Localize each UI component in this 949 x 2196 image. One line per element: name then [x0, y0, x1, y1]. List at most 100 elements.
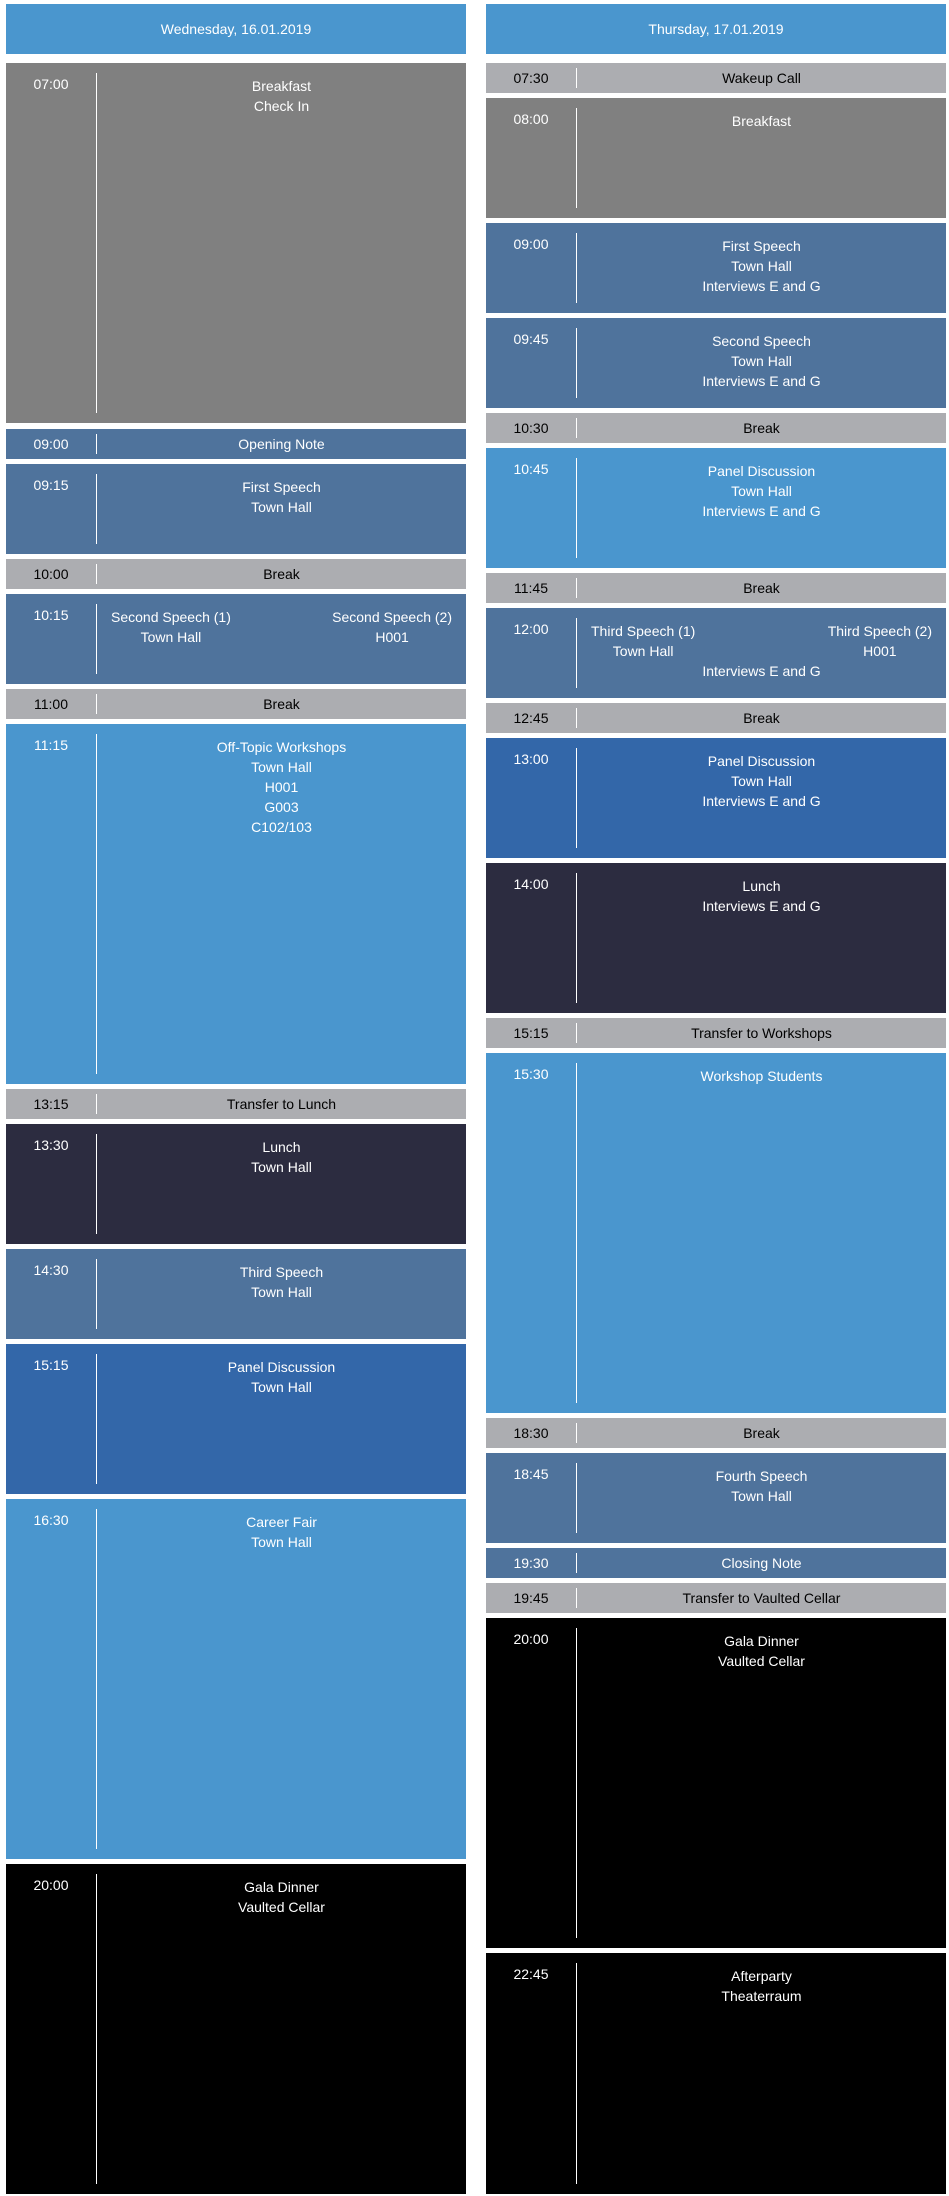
event-title: Third Speech (1) [591, 623, 696, 639]
divider-line [96, 604, 97, 674]
divider-line [96, 734, 97, 1074]
event-title: Break [743, 580, 780, 596]
event-third-speech[interactable]: 12:00 Third Speech (1) Town Hall Third S… [486, 608, 946, 698]
event-title: Panel Discussion [227, 1359, 336, 1375]
event-break[interactable]: 10:00 Break [6, 559, 466, 589]
event-career-fair[interactable]: 16:30 Career Fair Town Hall [6, 1499, 466, 1859]
event-content: First Speech Town Hall [97, 464, 466, 517]
divider-line [96, 1509, 97, 1849]
event-title: Break [263, 696, 300, 712]
event-title: Second Speech (2) [332, 609, 452, 625]
event-first-speech[interactable]: 09:00 First Speech Town Hall Interviews … [486, 223, 946, 313]
event-break[interactable]: 10:30 Break [486, 413, 946, 443]
event-content: Career Fair Town Hall [97, 1499, 466, 1552]
event-first-speech[interactable]: 09:15 First Speech Town Hall [6, 464, 466, 554]
event-time: 19:45 [513, 1590, 549, 1606]
event-location: Interviews E and G [702, 503, 821, 519]
event-location: Interviews E and G [702, 898, 821, 914]
event-content: Panel Discussion Town Hall Interviews E … [577, 738, 946, 811]
event-time: 10:45 [513, 461, 549, 477]
event-location: Town Hall [251, 1379, 312, 1395]
event-gala-dinner[interactable]: 20:00 Gala Dinner Vaulted Cellar [486, 1618, 946, 1948]
day-header: Thursday, 17.01.2019 [486, 4, 946, 54]
event-title: Second Speech [712, 333, 811, 349]
event-location: Check In [253, 98, 310, 114]
event-title: Opening Note [238, 436, 325, 452]
event-workshop-students[interactable]: 15:30 Workshop Students [486, 1053, 946, 1413]
divider-line [96, 1259, 97, 1329]
event-time: 15:30 [513, 1066, 549, 1082]
divider-line [576, 1463, 577, 1533]
event-title: Breakfast [731, 113, 792, 129]
event-panel-discussion[interactable]: 10:45 Panel Discussion Town Hall Intervi… [486, 448, 946, 568]
event-title: Break [743, 1425, 780, 1441]
event-time: 11:00 [34, 696, 68, 712]
event-afterparty[interactable]: 22:45 Afterparty Theaterraum [486, 1953, 946, 2194]
divider-line [576, 1023, 577, 1043]
divider-line [576, 1063, 577, 1403]
divider-line [576, 1423, 577, 1443]
divider-line [576, 748, 577, 848]
event-location: Theaterraum [721, 1988, 802, 2004]
event-time: 12:45 [513, 710, 549, 726]
event-transfer[interactable]: 15:15 Transfer to Workshops [486, 1018, 946, 1048]
event-time: 09:00 [33, 436, 69, 452]
divider-line [576, 708, 577, 728]
event-title: Transfer to Workshops [691, 1025, 832, 1041]
event-title: Wakeup Call [722, 70, 801, 86]
event-second-speech[interactable]: 09:45 Second Speech Town Hall Interviews… [486, 318, 946, 408]
event-lunch[interactable]: 13:30 Lunch Town Hall [6, 1124, 466, 1244]
event-location: Town Hall [731, 1488, 792, 1504]
event-title: Transfer to Vaulted Cellar [682, 1590, 841, 1606]
event-transfer[interactable]: 19:45 Transfer to Vaulted Cellar [486, 1583, 946, 1613]
event-content: Panel Discussion Town Hall Interviews E … [577, 448, 946, 521]
event-third-speech[interactable]: 14:30 Third Speech Town Hall [6, 1249, 466, 1339]
event-breakfast[interactable]: 07:00 Breakfast Check In [6, 63, 466, 423]
event-title: Career Fair [246, 1514, 317, 1530]
event-closing-note[interactable]: 19:30 Closing Note [486, 1548, 946, 1578]
event-off-topic-workshops[interactable]: 11:15 Off-Topic Workshops Town Hall H001… [6, 724, 466, 1084]
event-location: Interviews E and G [702, 663, 821, 679]
event-time: 13:30 [33, 1137, 69, 1153]
event-title: Panel Discussion [707, 753, 816, 769]
event-content: First Speech Town Hall Interviews E and … [577, 223, 946, 296]
event-time: 14:00 [513, 876, 549, 892]
event-time: 11:15 [34, 737, 68, 753]
event-panel-discussion[interactable]: 15:15 Panel Discussion Town Hall [6, 1344, 466, 1494]
event-title: Third Speech [239, 1264, 324, 1280]
divider-line [576, 873, 577, 1003]
event-content: Workshop Students [577, 1053, 946, 1086]
event-location: Vaulted Cellar [718, 1653, 805, 1669]
event-location: Vaulted Cellar [238, 1899, 325, 1915]
event-location: Town Hall [251, 1159, 312, 1175]
event-title: Break [743, 420, 780, 436]
event-break[interactable]: 11:00 Break [6, 689, 466, 719]
event-location: H001 [863, 643, 897, 659]
event-content: Lunch Interviews E and G [577, 863, 946, 916]
event-wakeup-call[interactable]: 07:30 Wakeup Call [486, 63, 946, 93]
event-location: Town Hall [731, 353, 792, 369]
event-panel-discussion[interactable]: 13:00 Panel Discussion Town Hall Intervi… [486, 738, 946, 858]
event-gala-dinner[interactable]: 20:00 Gala Dinner Vaulted Cellar [6, 1864, 466, 2194]
event-location: C102/103 [251, 819, 312, 835]
event-break[interactable]: 18:30 Break [486, 1418, 946, 1448]
event-title: Afterparty [731, 1968, 792, 1984]
event-time: 22:45 [513, 1966, 549, 1982]
event-time: 10:30 [513, 420, 549, 436]
event-break[interactable]: 12:45 Break [486, 703, 946, 733]
event-transfer[interactable]: 13:15 Transfer to Lunch [6, 1089, 466, 1119]
event-title: Break [743, 710, 780, 726]
session-part-1: Second Speech (1) Town Hall [111, 607, 231, 647]
event-time: 16:30 [33, 1512, 69, 1528]
divider-line [576, 1553, 577, 1573]
event-fourth-speech[interactable]: 18:45 Fourth Speech Town Hall [486, 1453, 946, 1543]
event-second-speech[interactable]: 10:15 Second Speech (1) Town Hall Second… [6, 594, 466, 684]
event-content: Gala Dinner Vaulted Cellar [97, 1864, 466, 1917]
event-break[interactable]: 11:45 Break [486, 573, 946, 603]
event-breakfast[interactable]: 08:00 Breakfast [486, 98, 946, 218]
event-time: 15:15 [33, 1357, 69, 1373]
event-time: 15:15 [513, 1025, 549, 1041]
event-lunch[interactable]: 14:00 Lunch Interviews E and G [486, 863, 946, 1013]
divider-line [576, 1628, 577, 1938]
event-opening-note[interactable]: 09:00 Opening Note [6, 429, 466, 459]
